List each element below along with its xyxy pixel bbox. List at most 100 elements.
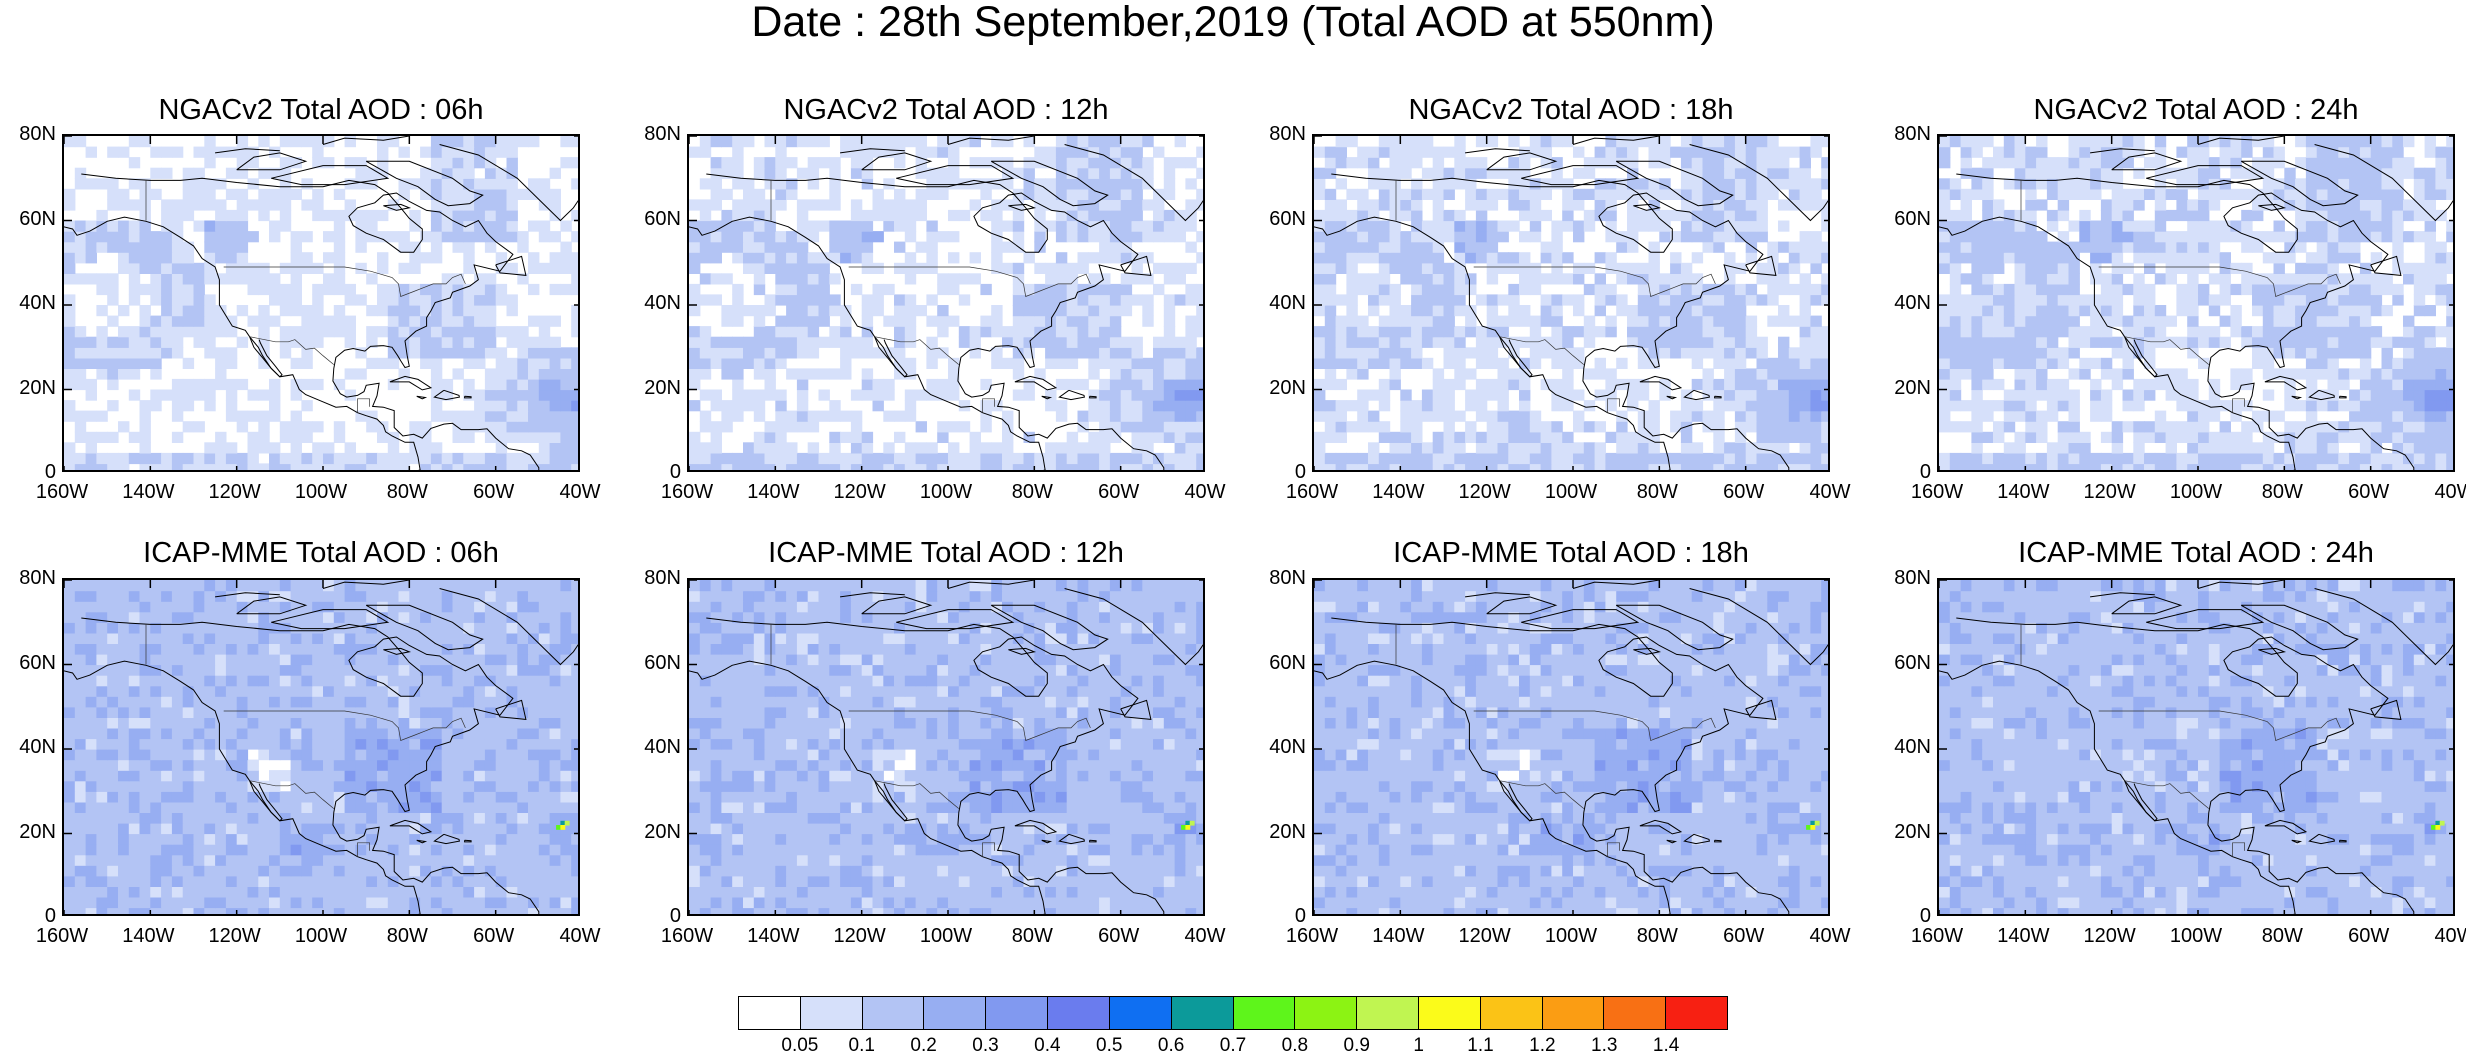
island-outline	[2308, 389, 2336, 401]
colorbar-box	[1109, 997, 1172, 1029]
island-outline	[2240, 604, 2359, 651]
country-border	[848, 266, 1091, 297]
lat-tick-label: 20N	[644, 376, 681, 399]
lat-tick-label: 40N	[19, 292, 56, 314]
lon-tick-label: 100W	[294, 925, 348, 947]
island-outline	[1058, 833, 1086, 845]
lon-tick-label: 80W	[1636, 925, 1678, 947]
island-outline	[947, 580, 1035, 589]
aod-hotspot	[560, 825, 566, 830]
colorbar-box	[1418, 997, 1481, 1029]
coastline	[2124, 336, 2158, 378]
lon-tick-label: 120W	[208, 925, 261, 947]
lat-tick-label: 40N	[1269, 736, 1306, 758]
island-outline	[2146, 165, 2265, 186]
colorbar-box	[800, 997, 863, 1029]
island-outline	[1639, 375, 1683, 391]
country-border	[848, 710, 1091, 741]
colorbar-box	[1666, 997, 1727, 1029]
lat-tick-label: 60N	[644, 651, 681, 674]
colorbar-box	[924, 997, 987, 1029]
panel-title: ICAP-MME Total AOD : 12h	[768, 537, 1124, 569]
lon-tick-label: 60W	[1098, 481, 1140, 503]
island-outline	[1666, 395, 1678, 400]
lon-tick-label: 120W	[1458, 925, 1511, 947]
lon-tick-label: 140W	[122, 481, 175, 503]
island-outline	[2370, 699, 2402, 720]
island-outline	[896, 609, 1015, 630]
colorbar-box	[986, 997, 1049, 1029]
lon-tick-label: 60W	[473, 481, 515, 503]
island-outline	[2264, 819, 2308, 835]
country-border	[2098, 710, 2341, 741]
lon-tick-label: 160W	[35, 481, 89, 503]
aod-field	[1939, 580, 2453, 914]
island-outline	[1615, 604, 1734, 651]
figure-title: Date : 28th September,2019 (Total AOD at…	[751, 0, 1715, 46]
colorbar-label: 1.4	[1652, 1035, 1680, 1056]
axis-ticks	[689, 580, 1203, 914]
coastline	[64, 216, 421, 470]
coastlines	[64, 580, 578, 914]
island-outline	[365, 604, 484, 651]
island-outline	[1745, 699, 1777, 720]
lon-tick-label: 40W	[2434, 481, 2466, 503]
lat-tick-label: 60N	[19, 651, 56, 674]
colorbar-box	[1171, 997, 1234, 1029]
island-outline	[1064, 144, 1203, 222]
aod-hotspot	[1185, 825, 1191, 830]
island-outline	[495, 255, 527, 276]
coastlines	[1314, 136, 1828, 470]
colorbar-label: 0.9	[1343, 1035, 1370, 1056]
lon-tick-label: 120W	[2083, 925, 2136, 947]
island-outline	[896, 165, 1015, 186]
coastline	[1331, 173, 1790, 470]
lon-tick-label: 40W	[1809, 481, 1851, 503]
lon-tick-label: 40W	[1809, 925, 1851, 947]
island-outline	[416, 839, 428, 844]
aod-field	[64, 136, 578, 470]
island-outline	[840, 592, 905, 598]
colorbar-label: 0.4	[1034, 1035, 1061, 1056]
country-border	[2232, 842, 2245, 857]
colorbar-box	[1295, 997, 1358, 1029]
axis-ticks	[689, 136, 1203, 470]
island-outline	[861, 596, 933, 615]
island-outline	[236, 152, 308, 171]
lon-tick-label: 40W	[1184, 481, 1226, 503]
coastline	[1499, 780, 1533, 822]
lat-tick-label: 20N	[1894, 820, 1931, 843]
lon-tick-label: 60W	[473, 925, 515, 947]
country-border	[249, 780, 335, 809]
aod-hotspot	[1189, 820, 1195, 826]
colorbar-label: 1.1	[1467, 1035, 1494, 1056]
colorbar-label: 0.05	[781, 1035, 819, 1056]
panel-title: ICAP-MME Total AOD : 24h	[2018, 537, 2374, 569]
map-panel	[1937, 578, 2455, 916]
coastline	[249, 336, 283, 378]
lat-tick-label: 0	[669, 905, 681, 927]
island-outline	[2314, 588, 2453, 666]
lon-tick-label: 120W	[1458, 481, 1511, 503]
panel-title: NGACv2 Total AOD : 06h	[158, 94, 484, 126]
country-border	[2232, 398, 2245, 413]
lon-tick-label: 100W	[2169, 481, 2223, 503]
island-outline	[2339, 839, 2347, 843]
island-outline	[2090, 148, 2155, 154]
coastline	[1499, 336, 1533, 378]
axis-ticks	[1939, 580, 2453, 914]
island-outline	[215, 592, 280, 598]
island-outline	[2370, 255, 2402, 276]
island-outline	[1120, 255, 1152, 276]
island-outline	[2111, 152, 2183, 171]
lat-tick-label: 0	[1294, 905, 1306, 927]
aod-hotspot	[1185, 820, 1191, 826]
aod-field	[1314, 580, 1828, 914]
island-outline	[1683, 389, 1711, 401]
coastline	[1956, 173, 2415, 470]
island-outline	[1089, 395, 1097, 399]
lon-tick-label: 100W	[1544, 481, 1598, 503]
island-outline	[1014, 819, 1058, 835]
island-outline	[1639, 819, 1683, 835]
island-outline	[464, 395, 472, 399]
